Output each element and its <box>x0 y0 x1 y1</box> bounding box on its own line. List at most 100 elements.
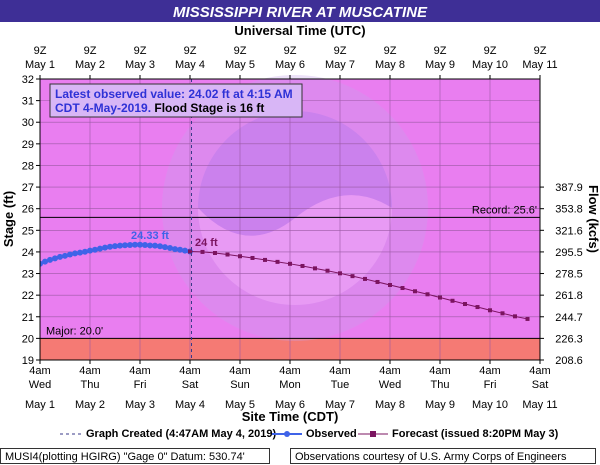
bottom-tick-weekday: Fri <box>484 379 497 391</box>
forecast-point <box>475 305 480 310</box>
value-annotation: 24.33 ft <box>131 230 169 242</box>
forecast-point <box>375 279 380 284</box>
forecast-point <box>400 286 405 291</box>
left-tick-label: 30 <box>22 117 34 129</box>
observed-point <box>42 258 48 265</box>
forecast-point <box>300 263 305 268</box>
threshold-lines: Record: 25.6' Major: 20.0' <box>40 204 540 339</box>
forecast-point <box>513 314 517 319</box>
right-tick-label: 261.8 <box>555 290 583 302</box>
footer: MUSI4(plotting HGIRG) "Gage 0" Datum: 53… <box>0 447 600 465</box>
bottom-tick-weekday: Sat <box>532 379 549 391</box>
legend-graph-created-label: Graph Created (4:47AM May 4, 2019) <box>86 428 277 440</box>
top-tick-date: May 1 <box>25 59 55 71</box>
info-box-line1: Latest observed value: 24.02 ft at 4:15 … <box>55 87 293 101</box>
observed-point <box>52 255 58 262</box>
forecast-point <box>188 249 192 254</box>
observed-point <box>132 241 138 248</box>
top-tick-date: May 5 <box>225 59 255 71</box>
top-axis-label: Universal Time (UTC) <box>234 23 365 38</box>
forecast-point <box>363 276 367 281</box>
left-tick-label: 27 <box>22 182 34 194</box>
bottom-tick-time: 4am <box>29 365 50 377</box>
observed-point <box>152 242 158 249</box>
forecast-point <box>313 266 317 271</box>
observed-point <box>57 253 63 260</box>
bottom-tick-weekday: Mon <box>279 379 300 391</box>
observed-point <box>67 251 73 258</box>
bottom-tick-weekday: Wed <box>379 379 401 391</box>
bottom-tick-time: 4am <box>179 365 200 377</box>
threshold-label: Record: 25.6' <box>472 204 537 216</box>
forecast-point <box>225 252 230 257</box>
top-tick-time: 9Z <box>334 45 347 57</box>
bottom-tick-date: May 1 <box>25 399 55 411</box>
top-axis-ticks: 9Z May 1 9Z May 2 9Z May 3 9Z May 4 9Z May 5 9Z May… <box>25 45 558 79</box>
legend-observed-label: Observed <box>306 428 357 440</box>
forecast-line <box>189 250 528 320</box>
top-tick-date: May 9 <box>425 59 455 71</box>
right-tick-label: 278.5 <box>555 269 583 281</box>
observed-point <box>77 249 83 256</box>
right-tick-label: 353.8 <box>555 204 583 216</box>
top-tick-date: May 4 <box>175 59 205 71</box>
observed-point <box>102 244 108 251</box>
bottom-tick-time: 4am <box>429 365 450 377</box>
forecast-point <box>525 316 530 321</box>
bottom-tick-time: 4am <box>479 365 500 377</box>
top-tick-time: 9Z <box>84 45 97 57</box>
observed-line-icon <box>272 431 302 437</box>
forecast-point <box>338 271 342 276</box>
forecast-point <box>413 289 417 294</box>
observed-point <box>87 247 93 254</box>
forecast-point <box>238 254 242 259</box>
observed-point <box>107 243 113 250</box>
forecast-point <box>388 282 392 287</box>
left-tick-label: 31 <box>22 96 34 108</box>
observed-point <box>137 241 143 248</box>
x-axis-label: Site Time (CDT) <box>242 409 339 424</box>
info-box-flood-stage: Flood Stage is 16 ft <box>151 101 264 115</box>
left-tick-label: 23 <box>22 269 34 281</box>
bottom-tick-weekday: Tue <box>331 379 350 391</box>
top-tick-date: May 10 <box>472 59 508 71</box>
forecast-point <box>438 295 442 300</box>
observed-point <box>47 256 53 263</box>
bottom-tick-date: May 4 <box>175 399 205 411</box>
forecast-point <box>463 302 467 307</box>
observed-point <box>62 252 68 259</box>
observed-point <box>117 242 123 249</box>
title-band <box>0 0 600 22</box>
observed-point <box>97 245 103 252</box>
bottom-tick-time: 4am <box>229 365 250 377</box>
bottom-tick-time: 4am <box>279 365 300 377</box>
observed-point <box>162 244 168 251</box>
forecast-point <box>425 292 430 297</box>
bottom-tick-time: 4am <box>79 365 100 377</box>
left-tick-label: 24 <box>22 247 34 259</box>
top-tick-time: 9Z <box>434 45 447 57</box>
observed-point <box>127 242 133 249</box>
legend-forecast: Forecast (issued 8:20PM May 3) <box>358 428 558 440</box>
top-tick-time: 9Z <box>184 45 197 57</box>
top-tick-date: May 11 <box>522 59 557 71</box>
bottom-tick-weekday: Fri <box>134 379 147 391</box>
forecast-point <box>500 311 505 316</box>
bottom-tick-date: May 7 <box>325 399 355 411</box>
dashed-line-icon <box>60 433 82 435</box>
threshold-label: Major: 20.0' <box>46 325 103 337</box>
observed-point <box>177 246 183 253</box>
top-tick-date: May 6 <box>275 59 305 71</box>
legend-graph-created: Graph Created (4:47AM May 4, 2019) <box>60 428 276 440</box>
top-tick-date: May 7 <box>325 59 355 71</box>
bottom-tick-time: 4am <box>129 365 150 377</box>
series-layer <box>40 241 530 321</box>
forecast-point <box>275 259 280 264</box>
right-tick-label: 321.6 <box>555 225 583 237</box>
forecast-point <box>488 308 492 313</box>
bottom-tick-date: May 9 <box>425 399 455 411</box>
value-annotation: 24 ft <box>195 237 218 249</box>
bottom-tick-date: May 3 <box>125 399 155 411</box>
observed-point <box>167 245 173 252</box>
hydrograph-chart: MISSISSIPPI RIVER AT MUSCATINE Universal… <box>0 0 600 424</box>
